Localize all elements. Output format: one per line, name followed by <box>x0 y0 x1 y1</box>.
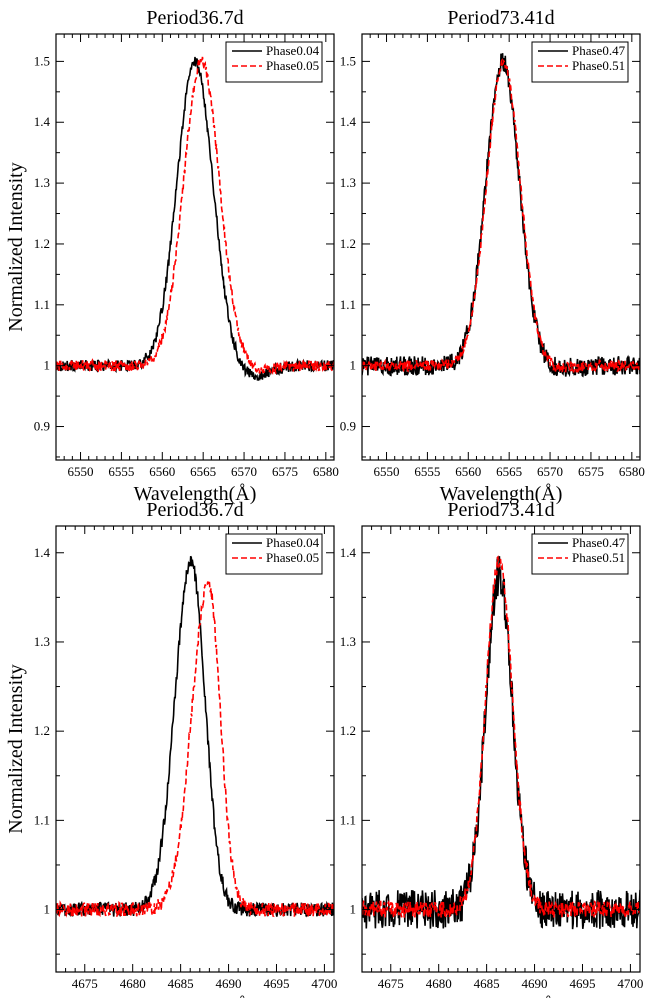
x-tick-label: 4680 <box>120 976 146 991</box>
y-tick-label: 1.4 <box>340 545 357 560</box>
x-tick-label: 6575 <box>272 464 298 479</box>
x-axis-label: Wavelength(Å) <box>134 483 257 505</box>
legend-box <box>531 41 629 83</box>
y-tick-label: 1.3 <box>34 634 50 649</box>
y-tick-label: 1.1 <box>340 297 356 312</box>
panel-title: Period73.41d <box>447 7 554 29</box>
x-tick-label: 6570 <box>537 464 563 479</box>
series-line-2 <box>362 58 640 374</box>
y-tick-label: 0.9 <box>34 419 50 434</box>
legend-label: Phase0.51 <box>572 550 625 565</box>
x-tick-label: 4700 <box>617 976 643 991</box>
x-tick-label: 4675 <box>378 976 404 991</box>
legend-box <box>225 533 323 575</box>
y-tick-label: 1.5 <box>340 53 356 68</box>
legend-box <box>225 41 323 83</box>
x-axis-label: Wavelength(Å) <box>134 995 257 998</box>
panel-title: Period73.41d <box>447 499 554 521</box>
y-tick-label: 1.3 <box>340 634 356 649</box>
plot-frame <box>55 525 335 973</box>
x-tick-label: 6550 <box>68 464 94 479</box>
y-tick-label: 1.4 <box>34 545 51 560</box>
series-line-1 <box>362 53 640 378</box>
legend-label: Phase0.05 <box>266 58 319 73</box>
x-tick-label: 4680 <box>426 976 452 991</box>
legend-label: Phase0.05 <box>266 550 319 565</box>
panel-2: Period73.41d 6550 6555 6560 6565 6570 6575 6580… <box>340 7 645 505</box>
panel-3: Period36.7d 4675 4680 4685 4690 4695 4700 1 1.1 1… <box>5 499 337 998</box>
series-line-2 <box>56 581 334 918</box>
y-tick-label: 1.1 <box>340 812 356 827</box>
x-tick-label: 6555 <box>414 464 440 479</box>
x-tick-label: 6580 <box>619 464 645 479</box>
x-axis-label: Wavelength(Å) <box>440 483 563 505</box>
legend-box <box>531 533 629 575</box>
y-axis-label: Normalized Intensity <box>5 162 27 331</box>
plot-frame <box>55 33 335 461</box>
x-tick-label: 4690 <box>216 976 242 991</box>
series-line-2 <box>56 56 334 376</box>
y-tick-label: 1 <box>350 902 357 917</box>
x-tick-label: 4685 <box>168 976 194 991</box>
x-tick-label: 6560 <box>455 464 481 479</box>
panel-title: Period36.7d <box>146 7 243 29</box>
legend-label: Phase0.47 <box>572 43 626 58</box>
y-tick-label: 1.2 <box>340 236 356 251</box>
y-tick-label: 1.3 <box>340 175 356 190</box>
x-tick-label: 4695 <box>263 976 289 991</box>
x-tick-label: 4685 <box>474 976 500 991</box>
panel-1: Period36.7d 6550 6555 6560 6565 6570 6575 6580 0… <box>5 7 339 505</box>
y-tick-label: 1.1 <box>34 812 50 827</box>
series-line-1 <box>56 56 334 381</box>
x-tick-label: 4700 <box>311 976 337 991</box>
y-tick-label: 1.1 <box>34 297 50 312</box>
x-tick-label: 4675 <box>72 976 98 991</box>
y-tick-label: 1 <box>44 358 51 373</box>
y-tick-label: 1 <box>44 902 51 917</box>
x-tick-label: 6575 <box>578 464 604 479</box>
plot-frame <box>361 33 641 461</box>
x-tick-label: 6565 <box>496 464 522 479</box>
x-tick-label: 6560 <box>149 464 175 479</box>
legend-label: Phase0.04 <box>266 43 320 58</box>
y-tick-label: 1.5 <box>34 53 50 68</box>
series-line-1 <box>56 555 334 918</box>
legend-label: Phase0.04 <box>266 535 320 550</box>
y-tick-label: 1.4 <box>34 114 51 129</box>
x-tick-label: 6570 <box>231 464 257 479</box>
series-line-2 <box>362 555 640 918</box>
x-tick-label: 6555 <box>108 464 134 479</box>
x-tick-label: 4695 <box>569 976 595 991</box>
legend-label: Phase0.51 <box>572 58 625 73</box>
y-tick-label: 0.9 <box>340 419 356 434</box>
y-tick-label: 1.2 <box>340 723 356 738</box>
y-axis-label: Normalized Intensity <box>5 664 27 833</box>
y-tick-label: 1.4 <box>340 114 357 129</box>
x-tick-label: 6565 <box>190 464 216 479</box>
y-tick-label: 1 <box>350 358 357 373</box>
x-tick-label: 4690 <box>522 976 548 991</box>
y-tick-label: 1.2 <box>34 236 50 251</box>
plot-frame <box>361 525 641 973</box>
x-axis-label: Wavelength(Å) <box>440 995 563 998</box>
panel-title: Period36.7d <box>146 499 243 521</box>
x-tick-label: 6550 <box>374 464 400 479</box>
series-line-1 <box>362 556 640 930</box>
x-tick-label: 6580 <box>313 464 339 479</box>
y-tick-label: 1.3 <box>34 175 50 190</box>
y-tick-label: 1.2 <box>34 723 50 738</box>
panel-4: Period73.41d 4675 4680 4685 4690 4695 4700 1 1.1… <box>340 499 644 998</box>
legend-label: Phase0.47 <box>572 535 626 550</box>
